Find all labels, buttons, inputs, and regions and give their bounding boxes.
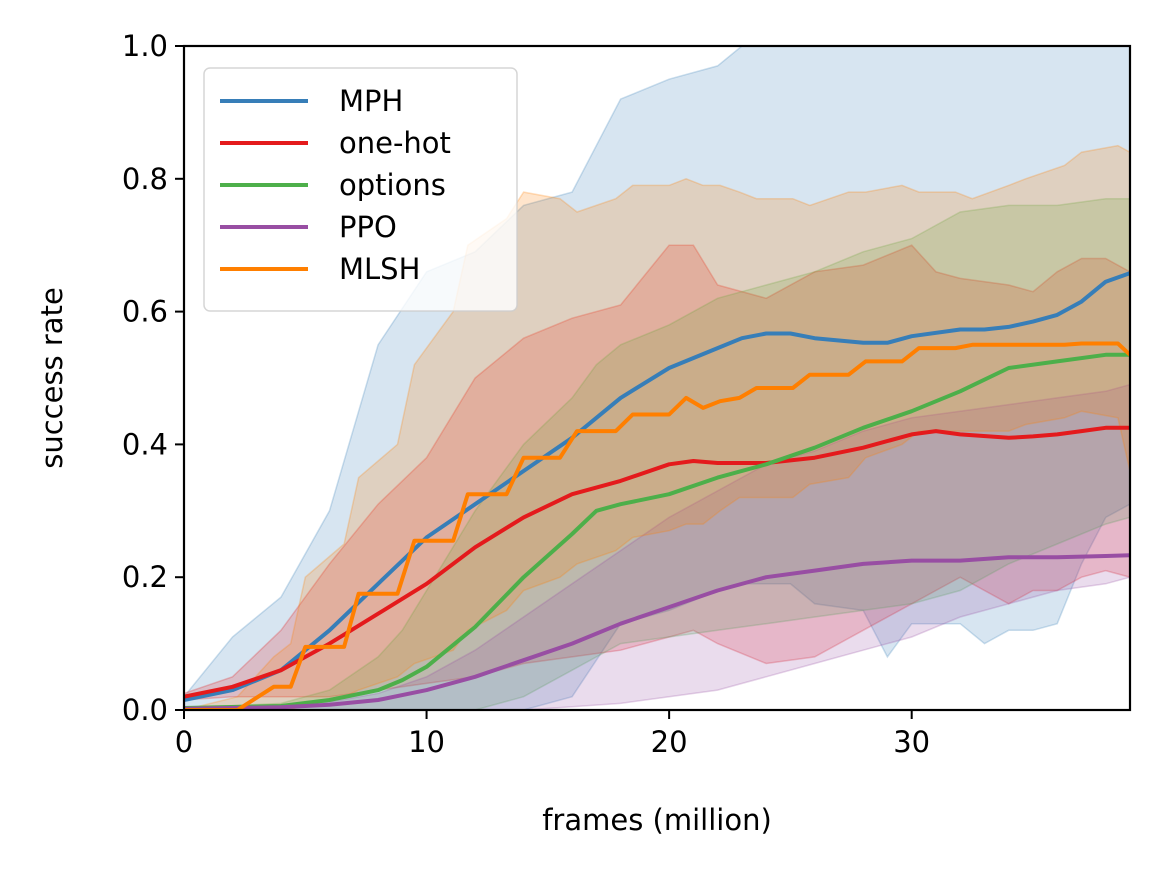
line-mlsh [184, 341, 1130, 710]
y-tick-label: 0.2 [122, 560, 168, 594]
band-ppo [184, 383, 1130, 710]
series-lines [184, 271, 1130, 710]
y-axis-title: success rate [35, 287, 69, 469]
x-tick-label: 0 [175, 725, 193, 759]
y-tick-label: 0.4 [122, 427, 168, 461]
line-options [184, 352, 1130, 710]
legend-label-mlsh: MLSH [339, 252, 420, 286]
y-tick-label: 0.0 [122, 693, 168, 727]
line-mph [184, 271, 1130, 702]
y-tick-label: 0.6 [122, 295, 168, 329]
line-ppo [184, 553, 1130, 710]
y-tick-label: 1.0 [122, 29, 168, 63]
legend-box [203, 67, 518, 312]
x-axis-ticks: 0 10 20 30 [175, 710, 930, 759]
band-options [184, 197, 1130, 710]
y-tick-label: 0.8 [122, 162, 168, 196]
line-one-hot [184, 425, 1130, 699]
plot-frame [182, 44, 1132, 712]
legend-label-options: options [339, 168, 446, 202]
y-axis-ticks: 0.0 0.2 0.4 0.6 0.8 1.0 [122, 29, 184, 727]
x-tick-label: 20 [651, 725, 688, 759]
legend-label-ppo: PPO [339, 210, 397, 244]
legend: MPH one-hot options PPO MLSH [203, 67, 518, 312]
band-mlsh [184, 144, 1130, 710]
x-tick-label: 10 [408, 725, 445, 759]
x-tick-label: 30 [893, 725, 930, 759]
legend-label-one-hot: one-hot [339, 126, 451, 160]
x-axis-title: frames (million) [542, 803, 772, 837]
legend-label-mph: MPH [339, 84, 403, 118]
